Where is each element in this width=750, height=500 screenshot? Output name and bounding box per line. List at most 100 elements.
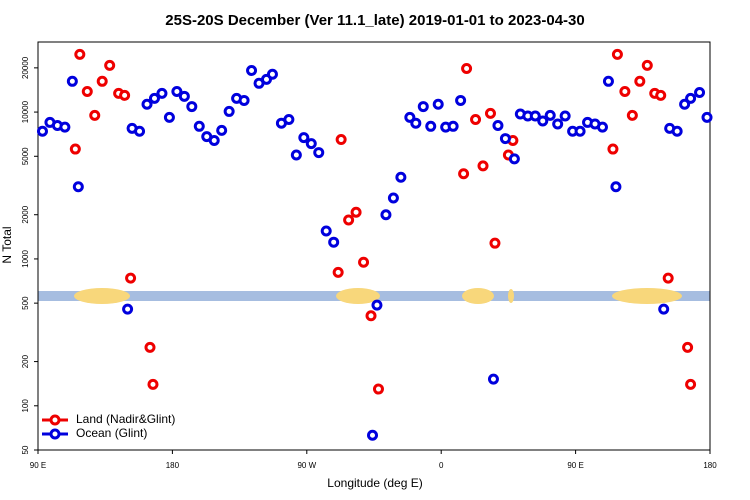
data-point — [332, 266, 344, 278]
data-point — [387, 192, 399, 204]
data-point — [147, 378, 159, 390]
data-point — [371, 299, 383, 311]
data-point — [89, 109, 101, 121]
y-tick-label: 50 — [21, 445, 30, 454]
data-point — [66, 75, 78, 87]
data-point — [283, 114, 295, 126]
data-point — [508, 153, 520, 165]
data-point — [487, 373, 499, 385]
legend-label: Land (Nadir&Glint) — [76, 412, 175, 426]
data-point — [455, 94, 467, 106]
x-tick-label: 0 — [439, 461, 444, 470]
data-point — [619, 86, 631, 98]
data-point — [350, 206, 362, 218]
data-point — [343, 214, 355, 226]
data-point — [447, 120, 459, 132]
data-point — [574, 125, 586, 137]
land-segment — [462, 288, 494, 304]
data-point — [156, 87, 168, 99]
land-segment — [336, 288, 380, 304]
data-point — [104, 59, 116, 71]
data-point — [372, 383, 384, 395]
legend-label: Ocean (Glint) — [76, 426, 147, 440]
data-point — [602, 75, 614, 87]
y-tick-label: 100 — [21, 399, 30, 413]
data-point — [208, 135, 220, 147]
legend-marker — [49, 414, 61, 426]
x-tick-label: 180 — [703, 461, 717, 470]
data-point — [298, 132, 310, 144]
data-point — [477, 160, 489, 172]
data-point — [432, 98, 444, 110]
data-point — [328, 236, 340, 248]
plot-frame — [37, 41, 711, 451]
data-point — [134, 125, 146, 137]
data-point — [682, 341, 694, 353]
data-point — [125, 272, 137, 284]
data-point — [641, 59, 653, 71]
data-point — [492, 120, 504, 132]
data-point — [410, 117, 422, 129]
data-point — [417, 101, 429, 113]
data-point — [529, 110, 541, 122]
data-point — [178, 90, 190, 102]
data-point — [290, 149, 302, 161]
data-point — [489, 237, 501, 249]
data-point — [611, 48, 623, 60]
land-segment — [508, 289, 514, 303]
land-segment — [74, 288, 130, 304]
y-tick-label: 20000 — [21, 56, 30, 79]
data-point — [395, 171, 407, 183]
data-point — [59, 121, 71, 133]
chart-title: 25S-20S December (Ver 11.1_late) 2019-01… — [165, 12, 584, 29]
data-point — [679, 98, 691, 110]
data-point — [694, 86, 706, 98]
y-tick-label: 1000 — [21, 249, 30, 267]
data-point — [552, 118, 564, 130]
data-point — [701, 111, 713, 123]
data-point — [655, 89, 667, 101]
data-point — [499, 133, 511, 145]
data-point — [365, 310, 377, 322]
data-point — [36, 125, 48, 137]
land-segment — [612, 288, 682, 304]
data-point — [537, 115, 549, 127]
y-tick-label: 10000 — [21, 100, 30, 123]
data-point — [458, 168, 470, 180]
y-tick-label: 5000 — [21, 147, 30, 165]
data-point — [119, 89, 131, 101]
data-point — [163, 111, 175, 123]
data-point — [305, 138, 317, 150]
data-point — [634, 75, 646, 87]
data-point — [671, 125, 683, 137]
data-point — [607, 143, 619, 155]
data-point — [610, 181, 622, 193]
data-point — [461, 63, 473, 75]
data-point — [626, 109, 638, 121]
land-sea-band — [38, 288, 710, 304]
data-point — [358, 256, 370, 268]
data-point — [685, 92, 697, 104]
data-point — [223, 105, 235, 117]
x-tick-label: 90 W — [297, 461, 316, 470]
data-point — [320, 225, 332, 237]
data-point — [662, 272, 674, 284]
data-point — [122, 303, 134, 315]
data-point — [148, 92, 160, 104]
y-tick-label: 500 — [21, 296, 30, 310]
data-point — [81, 86, 93, 98]
data-point — [193, 120, 205, 132]
data-point — [216, 124, 228, 136]
legend-marker — [49, 428, 61, 440]
x-tick-label: 180 — [166, 461, 180, 470]
x-tick-label: 90 E — [567, 461, 583, 470]
data-point — [72, 181, 84, 193]
data-point — [144, 341, 156, 353]
data-point — [335, 134, 347, 146]
x-axis-label: Longitude (deg E) — [327, 476, 422, 490]
data-point — [238, 94, 250, 106]
data-point — [544, 109, 556, 121]
y-axis-label: N Total — [0, 226, 14, 263]
